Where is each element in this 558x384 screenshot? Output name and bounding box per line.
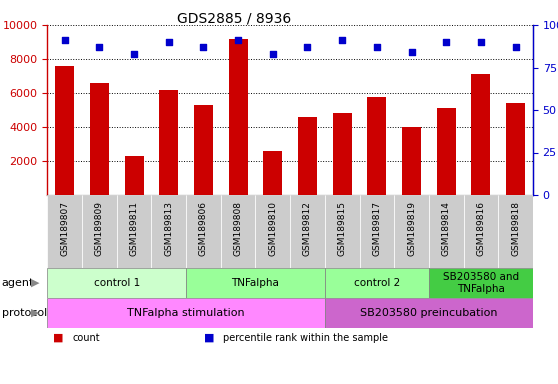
Text: ■: ■ (204, 333, 214, 343)
Point (234, 37, 243, 43)
Bar (325, 195, 359, 268)
Text: ▶: ▶ (31, 308, 39, 318)
Bar (117, 195, 151, 268)
Bar (151, 195, 186, 268)
Text: percentile rank within the sample: percentile rank within the sample (223, 333, 388, 343)
Text: TNFalpha: TNFalpha (232, 278, 280, 288)
Point (165, 39, 174, 45)
Text: GSM189811: GSM189811 (129, 201, 138, 256)
Bar (402, 127, 421, 195)
Bar (472, 74, 490, 195)
Bar (229, 39, 248, 195)
Text: ■: ■ (53, 333, 64, 343)
Bar (47, 298, 325, 328)
Bar (367, 97, 386, 195)
Point (199, 44, 208, 50)
Point (268, 51, 277, 57)
Text: GSM189814: GSM189814 (442, 201, 451, 256)
Bar (506, 103, 525, 195)
Bar (55, 66, 74, 195)
Bar (429, 195, 464, 268)
Point (338, 37, 347, 43)
Text: GSM189808: GSM189808 (234, 201, 243, 256)
Bar (359, 195, 394, 268)
Text: GSM189817: GSM189817 (372, 201, 381, 256)
Point (477, 39, 485, 45)
Bar (256, 195, 290, 268)
Text: TNFalpha stimulation: TNFalpha stimulation (127, 308, 245, 318)
Text: GSM189807: GSM189807 (60, 201, 69, 256)
Bar (90, 83, 109, 195)
Point (129, 51, 138, 57)
Point (407, 49, 416, 55)
Text: control 2: control 2 (354, 278, 400, 288)
Bar (186, 195, 221, 268)
Text: GSM189810: GSM189810 (268, 201, 277, 256)
Point (372, 44, 381, 50)
Text: count: count (73, 333, 100, 343)
Bar (429, 268, 533, 298)
Point (303, 44, 312, 50)
Bar (186, 268, 325, 298)
Bar (464, 195, 498, 268)
Text: agent: agent (2, 278, 34, 288)
Text: GSM189809: GSM189809 (95, 201, 104, 256)
Bar (82, 195, 117, 268)
Bar (47, 195, 82, 268)
Bar (325, 298, 533, 328)
Bar (194, 105, 213, 195)
Point (95, 44, 104, 50)
Point (442, 39, 451, 45)
Text: GSM189806: GSM189806 (199, 201, 208, 256)
Text: control 1: control 1 (94, 278, 140, 288)
Bar (290, 195, 325, 268)
Text: GSM189818: GSM189818 (511, 201, 520, 256)
Point (511, 44, 520, 50)
Text: SB203580 preincubation: SB203580 preincubation (360, 308, 498, 318)
Bar (437, 108, 456, 195)
Text: SB203580 and
TNFalpha: SB203580 and TNFalpha (443, 272, 519, 294)
Bar (159, 89, 179, 195)
Text: ▶: ▶ (31, 278, 39, 288)
Bar (263, 151, 282, 195)
Bar (394, 195, 429, 268)
Text: GSM189813: GSM189813 (164, 201, 174, 256)
Text: protocol: protocol (2, 308, 47, 318)
Bar (221, 195, 256, 268)
Bar (298, 117, 317, 195)
Bar (325, 268, 429, 298)
Bar (498, 195, 533, 268)
Text: GDS2885 / 8936: GDS2885 / 8936 (177, 12, 291, 26)
Text: GSM189819: GSM189819 (407, 201, 416, 256)
Text: GSM189815: GSM189815 (338, 201, 347, 256)
Text: GSM189812: GSM189812 (303, 201, 312, 256)
Bar (333, 113, 352, 195)
Text: GSM189816: GSM189816 (477, 201, 485, 256)
Bar (124, 156, 143, 195)
Bar (47, 268, 186, 298)
Point (60, 37, 69, 43)
